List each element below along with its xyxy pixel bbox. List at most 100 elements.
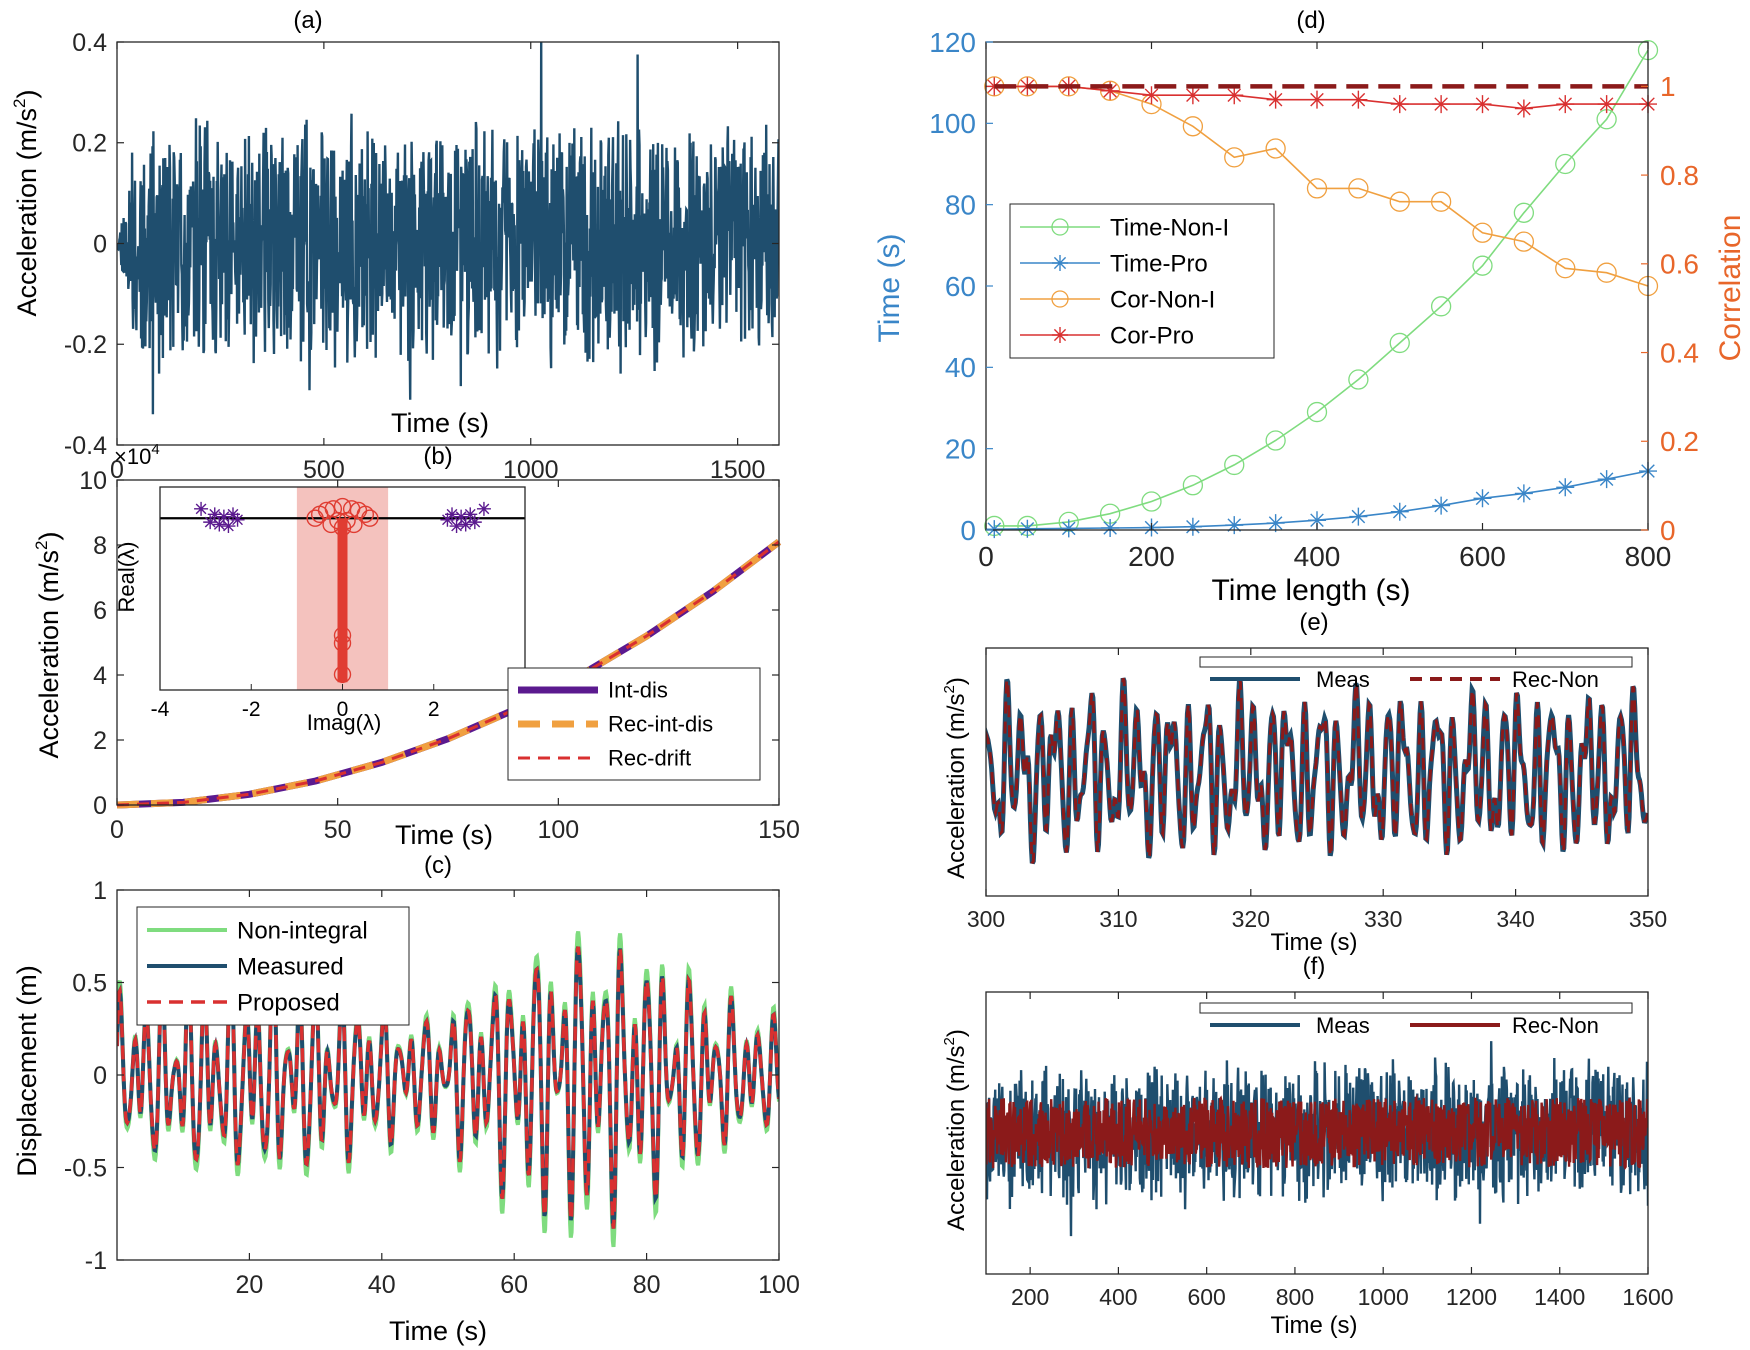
panel-d-marker-cor-pro	[1101, 81, 1120, 100]
panel-d-y2tick-label: 0.4	[1660, 337, 1699, 368]
panel-d-title: (d)	[1296, 7, 1325, 34]
panel-c: (c) Displacement (m) Time (s)	[12, 852, 487, 1346]
panel-e-ylabel: Acceleration (m/s2)	[941, 677, 970, 879]
panel-b: (b) ×104 Acceleration (m/s2) Time (s) Re…	[32, 441, 493, 850]
panel-d-marker-time-pro	[1266, 514, 1285, 533]
panel-f-xtick-label: 1600	[1622, 1284, 1673, 1310]
panel-d-marker-cor-pro	[1349, 90, 1368, 109]
panel-d-marker-time-pro	[1308, 511, 1326, 530]
panel-d-marker-cor-pro	[1308, 90, 1326, 109]
panel-d-marker-time-pro	[1059, 519, 1078, 538]
panel-d-xtick-label: 400	[1294, 541, 1341, 572]
panel-b-plot: 0501001500246810-4-2024Int-disRec-int-di…	[79, 467, 800, 844]
panel-d-ytick-label: 0	[960, 515, 976, 546]
panel-d-marker-time-non-i	[1555, 153, 1576, 175]
panel-d-plot: 0 200 400 600 80002040608010012000.20.40.60.…	[929, 27, 1699, 572]
panel-d-marker-cor-non-i	[1099, 80, 1121, 101]
panel-d-marker-cor-non-i	[1348, 178, 1369, 199]
panel-e-frame	[985, 647, 1649, 897]
panel-b-inset-eigen-star	[463, 507, 478, 522]
panel-d-xtick-label: 800	[1625, 541, 1672, 572]
panel-d-marker-cor-non-i	[1596, 262, 1617, 283]
panel-c-xtick-label: 60	[500, 1271, 528, 1299]
panel-d-ytick-label: 20	[945, 433, 976, 464]
panel-c-xtick-label: 40	[368, 1271, 396, 1299]
panel-d-y2tick-label: 0.8	[1660, 160, 1699, 191]
panel-b-series-rec-drift	[116, 540, 780, 807]
panel-b-inset-eigen-star	[454, 509, 469, 524]
panel-e-title: (e)	[1299, 609, 1328, 636]
panel-e-xtick-label: 330	[1364, 906, 1402, 932]
panel-d-legend-label: Cor-Pro	[1110, 322, 1194, 349]
panel-d-legend-marker	[1052, 255, 1068, 271]
panel-b-exponent-sup: 4	[151, 441, 159, 458]
panel-b-ylabel-close: )	[34, 531, 64, 540]
panel-a-xlabel: Time (s)	[391, 408, 489, 438]
panel-c-legend-label: Proposed	[237, 989, 340, 1016]
panel-d-series-time-non-i	[994, 49, 1649, 527]
panel-f-legend-label: Meas	[1316, 1013, 1370, 1038]
panel-b-legend-label: Rec-drift	[608, 746, 691, 771]
panel-a-ytick-label: -0.2	[64, 331, 107, 359]
panel-c-plot: 20 40 60 80 100 -1 -0.5 0 0.5 1 Non-integral Measur…	[64, 877, 800, 1299]
panel-e-xtick-label: 340	[1496, 906, 1534, 932]
panel-d-marker-time-non-i	[1472, 255, 1493, 276]
panel-b-inset-eigen-star	[207, 507, 222, 522]
panel-c-xtick-label: 20	[235, 1271, 263, 1299]
panel-d-marker-time-pro	[1390, 502, 1409, 521]
panel-f-xtick-label: 400	[1099, 1284, 1137, 1310]
panel-d-marker-time-pro	[1597, 470, 1616, 489]
panel-d-marker-time-pro	[1556, 478, 1575, 497]
panel-e-ylabel-sup: 2	[941, 685, 958, 693]
panel-c-ytick-label: -0.5	[64, 1154, 107, 1182]
panel-d-marker-cor-pro	[1390, 95, 1409, 114]
panel-d-marker-time-non-i	[1389, 332, 1410, 354]
panel-c-ylabel: Displacement (m)	[12, 965, 42, 1177]
panel-c-xlabel: Time (s)	[389, 1316, 487, 1346]
panel-e-xtick-label: 350	[1629, 906, 1667, 932]
panel-c-xtick-label: 100	[758, 1271, 800, 1299]
panel-d-marker-cor-pro	[1225, 86, 1244, 105]
panel-b-ytick-label: 2	[93, 727, 107, 755]
panel-e: (e) Acceleration (m/s2) Time (s)	[941, 609, 1358, 956]
panel-f: (f) Acceleration (m/s2) Time (s)	[941, 953, 1358, 1339]
panel-a-series-acceleration	[117, 42, 779, 415]
panel-d-marker-cor-pro	[1142, 86, 1161, 105]
panel-b-exponent-base: ×10	[114, 444, 151, 469]
panel-d-marker-time-non-i	[1224, 454, 1245, 476]
panel-b-inset-eigen-star	[221, 519, 236, 534]
panel-b-ylabel-sup: 2	[32, 540, 51, 549]
panel-d-marker-cor-non-i	[1430, 191, 1452, 212]
panel-d-marker-time-non-i	[1513, 202, 1535, 223]
panel-d-marker-cor-pro	[1183, 86, 1202, 105]
panel-e-plot: 300 310 320 330 340 350 Meas Rec-Non	[967, 647, 1667, 932]
panel-b-inset-eigen-circle	[333, 518, 352, 537]
panel-c-xtick-label: 80	[633, 1271, 661, 1299]
panel-b-ylabel: Acceleration (m/s2)	[32, 531, 64, 758]
panel-b-ytick-label: 10	[79, 467, 107, 495]
panel-f-ylabel-close: )	[943, 1029, 970, 1037]
panel-d-xtick-label: 600	[1459, 541, 1506, 572]
panel-d-marker-time-non-i	[1306, 401, 1328, 423]
panel-b-inset-eigen-circle	[322, 515, 340, 534]
panel-e-legend-label: Meas	[1316, 667, 1370, 692]
panel-d-marker-cor-pro	[1432, 95, 1451, 114]
panel-d-y2tick-label: 0.6	[1660, 249, 1699, 280]
panel-d-marker-cor-pro	[1473, 95, 1492, 114]
panel-b-title: (b)	[423, 443, 452, 470]
panel-e-xtick-label: 320	[1232, 906, 1270, 932]
panel-d-marker-time-non-i	[1265, 430, 1286, 451]
panel-b-inset-eigen-star	[226, 507, 240, 522]
panel-a-ylabel-text: Acceleration (m/s	[12, 108, 42, 317]
panel-b-inset-eigen-star	[449, 519, 464, 534]
panel-b-xlabel: Time (s)	[395, 820, 493, 850]
panel-b-xtick-label: 0	[110, 816, 124, 844]
panel-b-inset-eigen-star	[476, 501, 491, 516]
panel-f-xlabel: Time (s)	[1270, 1312, 1357, 1339]
panel-b-inset-eigen-circle	[361, 509, 379, 527]
panel-c-ytick-label: 0.5	[72, 969, 107, 997]
panel-b-xtick-label: 50	[324, 816, 352, 844]
panel-d-y2tick-label: 1	[1660, 71, 1676, 102]
panel-d-marker-time-pro	[1349, 507, 1368, 526]
